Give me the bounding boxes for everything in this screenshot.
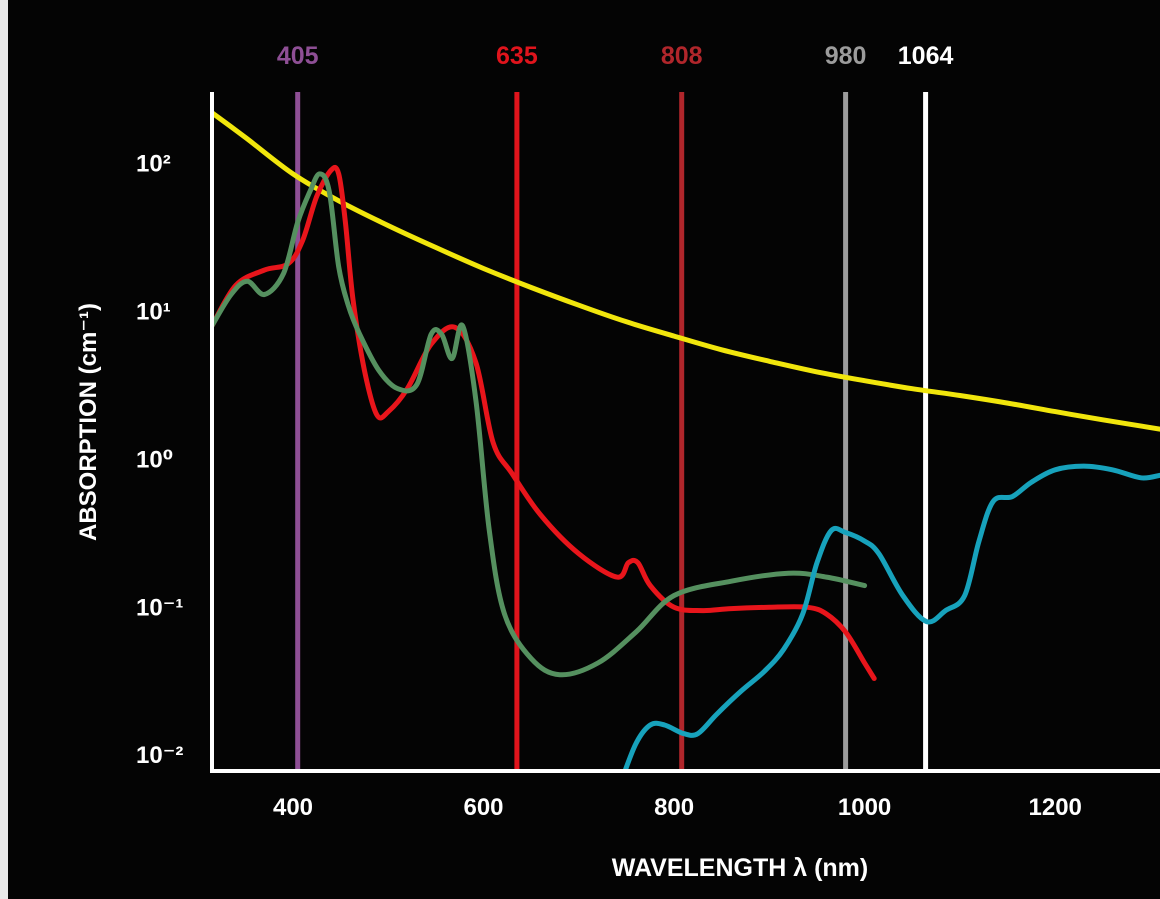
y-tick-label: 10⁻¹	[136, 594, 183, 621]
x-tick-label: 1200	[1029, 794, 1082, 821]
marker-label-980: 980	[825, 42, 867, 70]
series-line-2	[211, 171, 868, 678]
x-tick-label: 400	[273, 794, 313, 821]
series-line-3	[621, 463, 1160, 772]
marker-label-808: 808	[661, 42, 703, 70]
y-tick-label: 10¹	[136, 298, 171, 325]
y-tick-labels: 10² 10¹ 10⁰ 10⁻¹ 10⁻²	[136, 150, 183, 769]
marker-label-1064: 1064	[898, 42, 954, 70]
series-line-0	[211, 110, 1160, 432]
y-tick-label: 10⁻²	[136, 742, 183, 769]
wavelength-markers: 405 635 808 980 1064	[277, 42, 954, 771]
y-tick-label: 10²	[136, 150, 171, 177]
x-tick-labels: 400 600 800 1000 1200	[273, 794, 1082, 821]
marker-label-635: 635	[496, 42, 538, 70]
x-tick-label: 800	[654, 794, 694, 821]
x-tick-label: 600	[463, 794, 503, 821]
y-tick-label: 10⁰	[136, 446, 173, 473]
chart-background	[8, 0, 1160, 899]
x-axis-label: WAVELENGTH λ (nm)	[612, 854, 868, 882]
series-line-1	[211, 164, 877, 681]
marker-label-405: 405	[277, 42, 319, 70]
absorption-series	[211, 110, 1160, 772]
x-tick-label: 1000	[838, 794, 891, 821]
y-axis-label: ABSORPTION (cm⁻¹)	[75, 303, 102, 541]
